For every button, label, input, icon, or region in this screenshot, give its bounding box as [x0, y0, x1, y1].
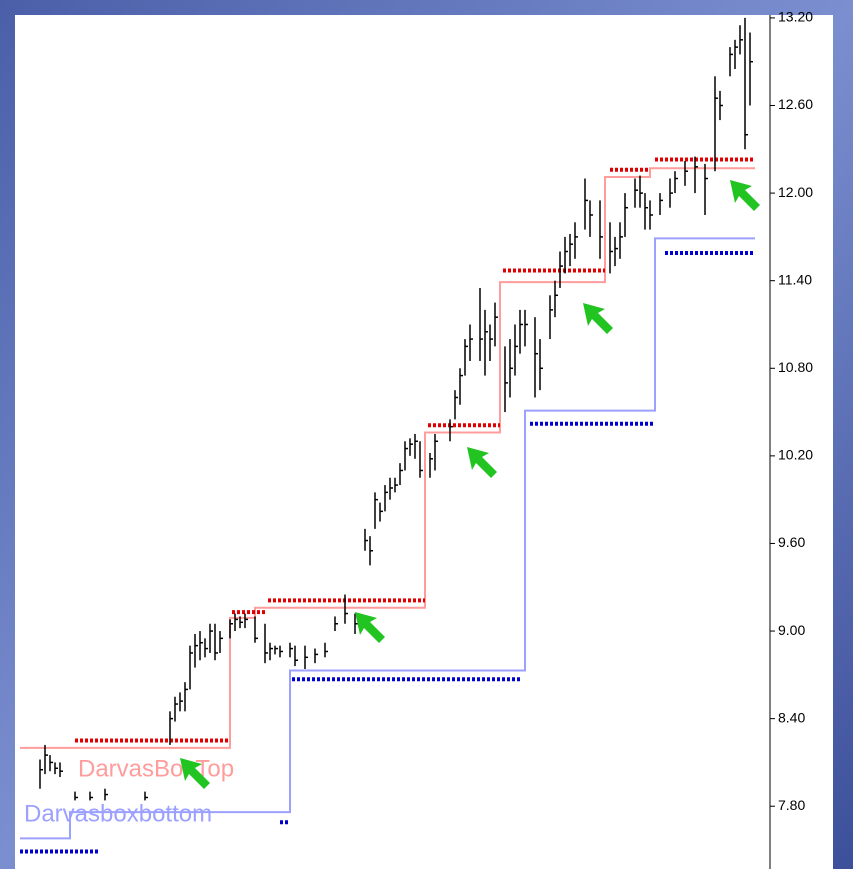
step-line: [20, 237, 755, 840]
legend-label: Darvasboxbottom: [24, 800, 212, 827]
arrow: [180, 758, 210, 789]
y-tick-label: 9.60: [778, 534, 805, 550]
y-tick-label: 7.80: [778, 797, 805, 813]
legend-label: DarvasBoxTop: [78, 755, 234, 782]
y-tick-label: 10.80: [778, 359, 813, 375]
y-tick-label: 13.20: [778, 9, 813, 25]
arrows: [180, 180, 760, 789]
y-tick-label: 8.40: [778, 709, 805, 725]
y-tick-label: 9.00: [778, 622, 805, 638]
arrow: [355, 612, 385, 643]
y-tick-label: 11.40: [778, 271, 812, 287]
y-tick-label: 12.60: [778, 96, 813, 112]
step-line: [20, 167, 755, 749]
arrow: [467, 447, 497, 478]
arrow: [730, 180, 760, 211]
y-tick-label: 12.00: [778, 184, 813, 200]
arrow: [583, 303, 613, 334]
y-tick-label: 10.20: [778, 447, 813, 463]
